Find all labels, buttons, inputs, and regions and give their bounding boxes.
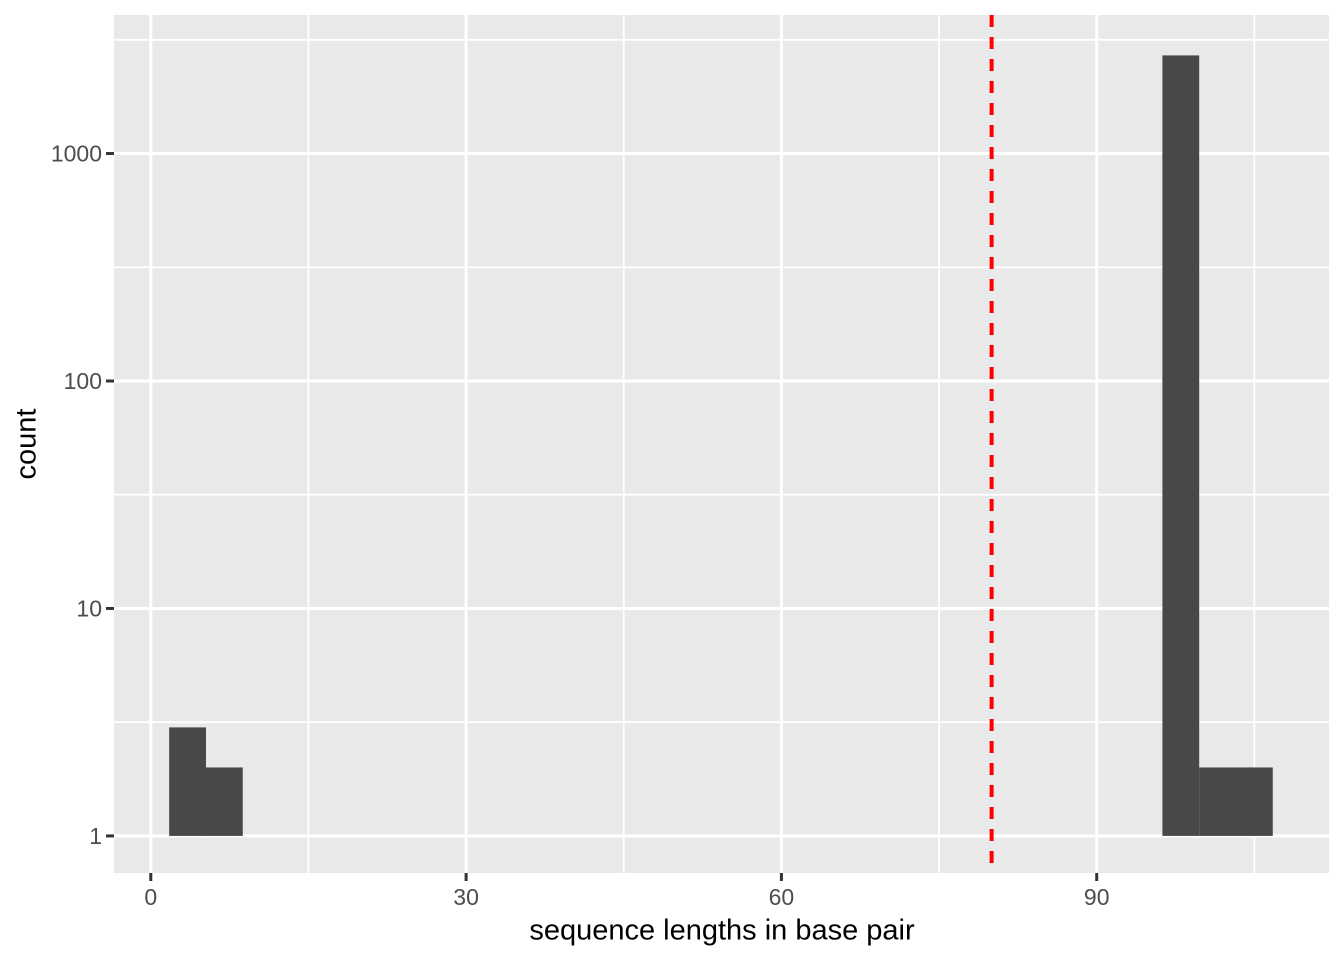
- y-tick-label: 10: [76, 595, 102, 621]
- y-axis-title: count: [10, 408, 43, 480]
- x-tick-label: 30: [453, 884, 479, 910]
- x-tick-label: 0: [144, 884, 157, 910]
- histogram-bar: [1162, 55, 1200, 836]
- y-tick-label: 100: [64, 368, 102, 394]
- x-axis-title: sequence lengths in base pair: [529, 914, 915, 947]
- histogram-bar: [205, 767, 243, 836]
- histogram-bar: [1235, 767, 1273, 836]
- x-tick-label: 90: [1084, 884, 1110, 910]
- panel-background: [114, 15, 1329, 873]
- x-tick-label: 60: [769, 884, 795, 910]
- y-tick-label: 1: [89, 823, 102, 849]
- histogram-bar: [1199, 767, 1236, 836]
- histogram-bar: [169, 727, 206, 836]
- y-tick-label: 1000: [51, 141, 102, 167]
